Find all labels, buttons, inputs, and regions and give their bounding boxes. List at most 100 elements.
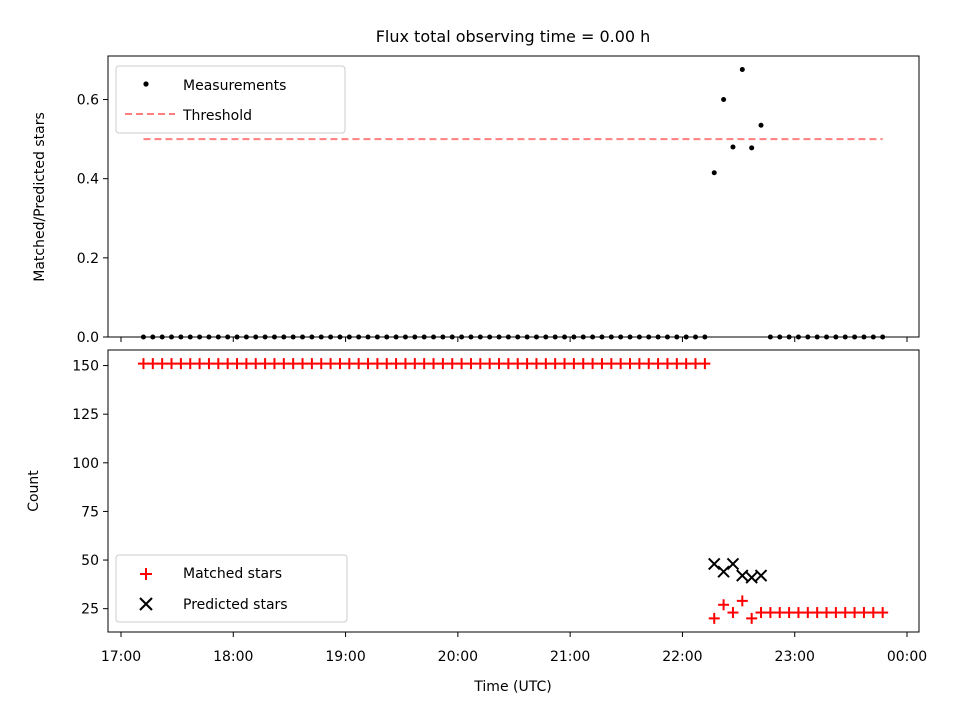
- bottom-x-tick-label: 18:00: [213, 649, 253, 665]
- matched-star-point: [690, 358, 702, 370]
- bottom-x-tick-label: 17:00: [101, 649, 141, 665]
- matched-star-point: [633, 358, 645, 370]
- bottom-x-tick-label: 00:00: [887, 649, 927, 665]
- top-axes-frame: [107, 55, 920, 338]
- matched-star-point: [325, 358, 337, 370]
- predicted-star-point: [754, 569, 768, 582]
- predicted-star-point: [726, 557, 740, 571]
- predicted-star-point: [708, 557, 721, 571]
- matched-star-point: [699, 358, 711, 370]
- matched-star-point: [811, 607, 823, 619]
- matched-star-point: [661, 358, 673, 370]
- matched-star-point: [399, 358, 411, 370]
- bottom-y-tick-label: 50: [81, 553, 99, 569]
- legend-matched-stars-label: Matched stars: [183, 566, 282, 582]
- matched-star-point: [343, 358, 355, 370]
- measurement-point: [739, 66, 745, 72]
- top-y-tick-labels: 0.0 0.2 0.4 0.6: [77, 93, 108, 346]
- matched-star-point: [708, 612, 720, 624]
- matched-star-point: [830, 607, 842, 619]
- bottom-y-tick-label: 25: [81, 602, 99, 618]
- matched-star-point: [502, 358, 514, 370]
- bottom-panel: 25 50 75 100 125 150 17:00 18:00 19:00 20:00 21:0…: [26, 349, 927, 695]
- matched-star-point: [418, 358, 430, 370]
- bottom-y-tick-label: 150: [72, 359, 99, 375]
- matched-star-point: [484, 358, 496, 370]
- matched-star-point: [297, 358, 309, 370]
- measurement-point: [730, 144, 736, 150]
- legend-threshold-label: Threshold: [182, 108, 252, 124]
- predicted-star-point: [717, 565, 730, 578]
- matched-star-point: [615, 358, 627, 370]
- matched-star-point: [540, 358, 552, 370]
- top-y-tick-label: 0.6: [77, 93, 99, 109]
- matched-star-point: [371, 358, 383, 370]
- matched-star-point: [137, 358, 149, 370]
- matched-star-point: [680, 358, 692, 370]
- predicted-star-point: [736, 569, 749, 582]
- matched-star-point: [839, 607, 851, 619]
- matched-star-point: [147, 358, 159, 370]
- bottom-y-tick-label: 75: [81, 504, 99, 520]
- top-y-tick-label: 0.2: [77, 251, 99, 267]
- matched-star-point: [409, 358, 421, 370]
- bottom-x-tick-label: 22:00: [662, 649, 702, 665]
- bottom-y-tick-label: 100: [72, 456, 99, 472]
- matched-star-point: [530, 358, 542, 370]
- measurement-point: [758, 122, 764, 128]
- matched-star-point: [166, 358, 178, 370]
- bottom-x-axis-label: Time (UTC): [473, 679, 551, 695]
- legend-predicted-stars-label: Predicted stars: [183, 597, 288, 613]
- bottom-axes-frame: [107, 349, 920, 633]
- matched-star-point: [736, 595, 748, 607]
- matched-star-point: [493, 358, 505, 370]
- matched-star-point: [268, 358, 280, 370]
- matched-star-point: [643, 358, 655, 370]
- matched-star-point: [231, 358, 243, 370]
- matched-star-point: [577, 358, 589, 370]
- matched-star-point: [203, 358, 215, 370]
- bottom-y-axis-label: Count: [26, 470, 42, 512]
- bottom-x-tick-label: 23:00: [775, 649, 815, 665]
- matched-star-point: [521, 358, 533, 370]
- matched-star-point: [184, 358, 196, 370]
- matched-star-point: [353, 358, 365, 370]
- legend-measurements-label: Measurements: [183, 78, 286, 94]
- top-x-ticks: [120, 337, 908, 342]
- top-panel: 0.0 0.2 0.4 0.6 Flux total observing time =…: [32, 27, 920, 346]
- top-y-tick-label: 0.4: [77, 172, 99, 188]
- top-y-axis-label: Matched/Predicted stars: [32, 112, 48, 282]
- matched-star-point: [465, 358, 477, 370]
- matched-star-point: [446, 358, 458, 370]
- top-chart-title: Flux total observing time = 0.00 h: [376, 27, 651, 46]
- bottom-x-tick-label: 21:00: [550, 649, 590, 665]
- matched-star-point: [428, 358, 440, 370]
- matched-star-point: [474, 358, 486, 370]
- matched-star-point: [877, 607, 889, 619]
- matched-star-point: [802, 607, 814, 619]
- matched-star-point: [727, 607, 739, 619]
- matched-star-point: [596, 358, 608, 370]
- matched-star-point: [587, 358, 599, 370]
- bottom-x-tick-label: 19:00: [325, 649, 365, 665]
- measurement-point: [721, 97, 727, 103]
- matched-star-point: [456, 358, 468, 370]
- matched-star-point: [512, 358, 524, 370]
- matched-star-point: [306, 358, 318, 370]
- matched-star-point: [278, 358, 290, 370]
- measurement-point: [749, 145, 755, 151]
- top-legend: Measurements Threshold: [115, 65, 346, 134]
- matched-star-point: [849, 607, 861, 619]
- matched-star-point: [568, 358, 580, 370]
- matched-star-point: [821, 607, 833, 619]
- matched-star-point: [315, 358, 327, 370]
- matched-star-point: [250, 358, 262, 370]
- bottom-y-tick-label: 125: [72, 407, 99, 423]
- matched-star-point: [194, 358, 206, 370]
- matched-star-point: [287, 358, 299, 370]
- bottom-series: [137, 358, 889, 624]
- bottom-x-ticks: 17:00 18:00 19:00 20:00 21:00 22:00 23:00 00:00: [101, 632, 927, 665]
- bottom-legend-box: [115, 554, 348, 623]
- legend-predicted-stars-marker: [139, 597, 153, 611]
- matched-star-point: [774, 607, 786, 619]
